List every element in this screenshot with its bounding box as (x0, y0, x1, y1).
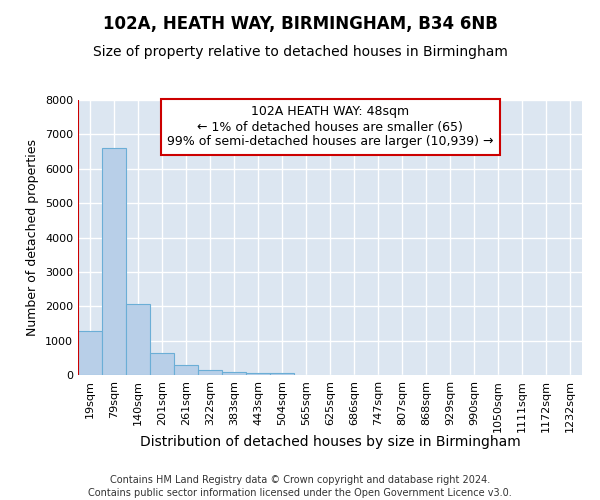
Y-axis label: Number of detached properties: Number of detached properties (26, 139, 40, 336)
Bar (222, 372, 246, 375)
Text: 102A HEATH WAY: 48sqm
← 1% of detached houses are smaller (65)
99% of semi-detac: 102A HEATH WAY: 48sqm ← 1% of detached h… (167, 106, 493, 148)
Text: Distribution of detached houses by size in Birmingham: Distribution of detached houses by size … (140, 435, 520, 449)
Bar (150, 353, 174, 375)
Bar (246, 373, 270, 375)
Text: 102A, HEATH WAY, BIRMINGHAM, B34 6NB: 102A, HEATH WAY, BIRMINGHAM, B34 6NB (103, 15, 497, 33)
Text: Contains public sector information licensed under the Open Government Licence v3: Contains public sector information licen… (88, 488, 512, 498)
Bar (198, 370, 222, 375)
Bar (174, 364, 198, 375)
Bar (270, 373, 294, 375)
Bar (126, 304, 150, 375)
Text: Size of property relative to detached houses in Birmingham: Size of property relative to detached ho… (92, 45, 508, 59)
Bar (78, 331, 102, 375)
Text: Contains HM Land Registry data © Crown copyright and database right 2024.: Contains HM Land Registry data © Crown c… (110, 475, 490, 485)
Bar (102, 148, 126, 375)
